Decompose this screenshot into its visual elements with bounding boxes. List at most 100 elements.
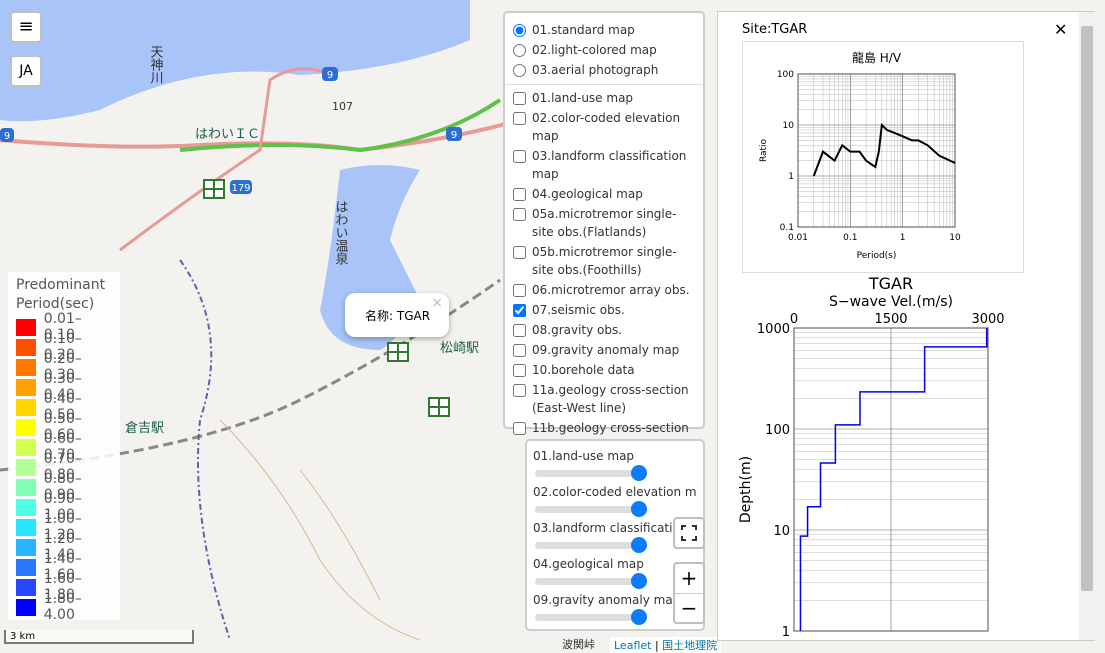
- popup-close[interactable]: ×: [431, 295, 443, 311]
- fullscreen-button[interactable]: [673, 517, 705, 549]
- layer-row: 10.borehole data: [513, 361, 695, 379]
- legend-swatch: [16, 518, 36, 536]
- map-label: 松崎駅: [440, 341, 479, 356]
- language-button[interactable]: JA: [10, 55, 42, 87]
- station-marker[interactable]: [387, 342, 409, 362]
- layer-row: 03.aerial photograph: [513, 61, 695, 79]
- radio[interactable]: [513, 24, 526, 37]
- layer-row: 08.gravity obs.: [513, 321, 695, 339]
- checkbox[interactable]: [513, 284, 526, 297]
- x-tick-label: 1500: [874, 312, 907, 327]
- legend-swatch: [16, 458, 36, 476]
- layer-label: 01.land-use map: [532, 91, 634, 105]
- station-marker[interactable]: [203, 179, 225, 199]
- slider-thumb[interactable]: [631, 537, 647, 553]
- layer-control: 01.standard map 02.light-colored map 03.ae…: [503, 11, 705, 453]
- checkbox[interactable]: [513, 246, 526, 259]
- checkbox[interactable]: [513, 304, 526, 317]
- checkbox[interactable]: [513, 92, 526, 105]
- legend-swatch: [16, 558, 36, 576]
- layer-label: 10.borehole data: [532, 363, 635, 377]
- legend-label: 0.60–0.70: [43, 431, 82, 463]
- map-label: はわい温泉: [333, 200, 349, 265]
- panel-close[interactable]: ✕: [1054, 20, 1068, 39]
- slider-thumb[interactable]: [631, 609, 647, 625]
- legend-item: 0.90–1.00: [16, 491, 112, 523]
- legend-swatch: [16, 478, 36, 496]
- legend-item: 1.00–1.20: [16, 511, 112, 543]
- legend-item: 0.50–0.60: [16, 411, 112, 443]
- legend-item: 0.60–0.70: [16, 431, 112, 463]
- checkbox[interactable]: [513, 188, 526, 201]
- checkbox[interactable]: [513, 208, 526, 221]
- y-tick-label: 100: [777, 70, 794, 80]
- layer-row: 04.geological map: [513, 185, 695, 203]
- legend-label: 0.80–0.90: [43, 471, 82, 503]
- x-tick-label: 0: [790, 312, 798, 327]
- layer-label: 03.landform classification map: [532, 149, 687, 181]
- opacity-slider[interactable]: [533, 499, 697, 519]
- legend-item: 0.70–0.80: [16, 451, 112, 483]
- route-label: 179: [231, 183, 250, 194]
- slider-thumb[interactable]: [631, 501, 647, 517]
- layer-row: 05b.microtremor single-site obs.(Foothil…: [513, 243, 695, 279]
- scale-bar: 3 km: [4, 630, 194, 644]
- checkbox[interactable]: [513, 422, 526, 435]
- checkbox[interactable]: [513, 344, 526, 357]
- slider-track: [535, 542, 643, 549]
- route-label: 9: [4, 131, 10, 142]
- attribution: Leaflet | 国土地理院: [610, 637, 722, 653]
- attribution-link[interactable]: 国土地理院: [662, 639, 718, 652]
- legend-swatch: [16, 358, 36, 376]
- layer-row: 11a.geology cross-section (East-West lin…: [513, 381, 695, 417]
- zoom-in[interactable]: +: [675, 564, 703, 594]
- opacity-label: 02.color-coded elevation map: [533, 485, 697, 499]
- menu-button[interactable]: ≡: [10, 11, 42, 43]
- checkbox[interactable]: [513, 364, 526, 377]
- opacity-label: 09.gravity anomaly map: [533, 593, 681, 607]
- zoom-out[interactable]: −: [680, 596, 698, 620]
- opacity-label: 01.land-use map: [533, 449, 635, 463]
- station-marker[interactable]: [428, 397, 450, 417]
- layer-row: 03.landform classification map: [513, 147, 695, 183]
- slider-thumb[interactable]: [631, 465, 647, 481]
- x-axis-label: S−wave Vel.(m/s): [829, 294, 953, 310]
- map-label: 天神川: [148, 45, 164, 84]
- route-label: 9: [451, 130, 457, 141]
- layer-row: 05a.microtremor single-site obs.(Flatlan…: [513, 205, 695, 241]
- zoom-control: + −: [673, 562, 705, 624]
- layer-row: 09.gravity anomaly map: [513, 341, 695, 359]
- opacity-slider[interactable]: [533, 607, 697, 627]
- legend-item: 1.20–1.40: [16, 531, 112, 563]
- radio[interactable]: [513, 64, 526, 77]
- opacity-slider[interactable]: [533, 535, 697, 555]
- opacity-slider[interactable]: [533, 571, 697, 591]
- legend: Predominant Period(sec) 0.01–0.10 0.10–0.…: [8, 272, 120, 623]
- opacity-slider[interactable]: [533, 463, 697, 483]
- layer-row: 02.light-colored map: [513, 41, 695, 59]
- scrollbar[interactable]: [1079, 12, 1095, 640]
- y-tick-label: 1: [788, 172, 794, 182]
- contour: [219, 419, 421, 641]
- radio[interactable]: [513, 44, 526, 57]
- y-tick-label: 1: [782, 625, 790, 640]
- layer-row: 07.seismic obs.: [513, 301, 695, 319]
- layer-label: 06.microtremor array obs.: [532, 283, 690, 297]
- y-tick-label: 1000: [757, 322, 790, 337]
- legend-label: 1.60–1.80: [43, 571, 82, 603]
- legend-swatch: [16, 498, 36, 516]
- checkbox[interactable]: [513, 324, 526, 337]
- checkbox[interactable]: [513, 384, 526, 397]
- slider-thumb[interactable]: [631, 573, 647, 589]
- attribution-link[interactable]: Leaflet: [614, 639, 652, 652]
- x-tick-label: 0.1: [843, 233, 857, 243]
- checkbox[interactable]: [513, 150, 526, 163]
- data-line: [812, 122, 956, 177]
- y-tick-label: 10: [773, 524, 790, 539]
- checkbox[interactable]: [513, 112, 526, 125]
- data-line: [799, 328, 988, 631]
- legend-title: Predominant Period(sec): [16, 277, 106, 312]
- x-tick-label: 3000: [971, 312, 1004, 327]
- legend-item: 1.60–1.80: [16, 571, 112, 603]
